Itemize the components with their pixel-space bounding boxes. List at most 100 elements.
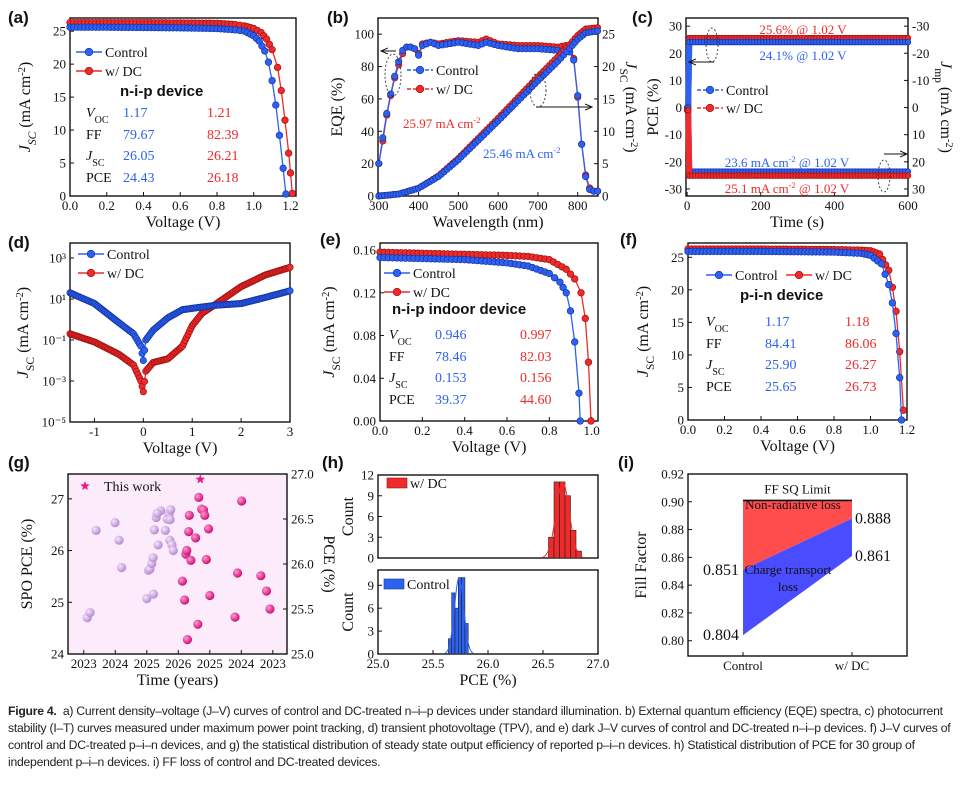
legend-dc-label: w/ DC <box>105 65 142 80</box>
y-axis-label: JSC (mA cm-2) <box>17 62 40 153</box>
table-row-label-part: OC <box>398 337 412 348</box>
data-point <box>275 131 284 139</box>
y-tick-label: 80 <box>361 59 374 74</box>
y-tick-label: 3 <box>368 624 375 639</box>
table-control-value: 78.46 <box>435 350 467 365</box>
legend-control-label: Control <box>107 248 150 263</box>
y-tick-label: 9 <box>368 578 375 593</box>
data-point <box>892 329 900 338</box>
data-point <box>395 58 403 66</box>
x-tick-label: 800 <box>568 198 588 213</box>
x-tick-label: 2023 <box>71 656 97 671</box>
legend-control-label: Control <box>105 46 148 61</box>
y-tick-label: 0 <box>368 189 375 204</box>
gaussian-fit-line <box>541 481 584 558</box>
y-tick-label: 0.80 <box>661 633 684 648</box>
gaussian-fit-line <box>444 576 474 654</box>
table-control-value: 25.65 <box>765 380 797 395</box>
data-point <box>575 389 583 397</box>
table-row-label-part: J <box>389 371 396 386</box>
legend-dc-marker <box>415 84 425 94</box>
y2-tick-label: 25.5 <box>291 602 314 617</box>
y-tick-label: 30 <box>669 19 682 34</box>
figure-caption: Figure 4. a) Current density–voltage (J–… <box>8 703 960 771</box>
x-tick-label: 2024 <box>102 656 129 671</box>
x-tick-label: 200 <box>751 198 771 213</box>
x-tick-label: 0.8 <box>209 198 225 213</box>
legend-star-icon <box>80 481 90 490</box>
data-point <box>139 388 147 396</box>
data-point <box>904 172 912 179</box>
charge-transport-loss-region <box>743 518 852 636</box>
y-tick-label: 25 <box>671 250 684 265</box>
panel-label-b: (b) <box>327 8 349 27</box>
y-tick-label: 25 <box>53 24 66 39</box>
y-axis-label: JSC (mA cm-2) <box>635 286 658 377</box>
data-point <box>875 250 884 258</box>
y2-tick-label: 26.5 <box>291 512 314 527</box>
y2-axis-label-part: PCE (%) <box>320 535 337 592</box>
data-point <box>571 275 579 283</box>
y-tick-label: 10⁻¹ <box>42 333 66 348</box>
x-tick-label: 1.0 <box>246 198 262 213</box>
x-tick-label: 400 <box>825 198 845 213</box>
y-axis-label: SPO PCE (%) <box>19 519 36 610</box>
table-row-label-part: SC <box>395 380 408 391</box>
y-axis-label-part: SC <box>27 131 39 145</box>
legend-swatch <box>386 477 408 489</box>
caption-text: a) Current density–voltage (J–V) curves … <box>8 704 951 769</box>
charge-transport-label: Charge transport <box>745 562 832 577</box>
spo-point <box>166 505 176 515</box>
y-axis-label-part: EQE (%) <box>329 77 346 136</box>
x-tick-label: 25.0 <box>367 656 390 671</box>
y-tick-label: 0.04 <box>353 371 376 386</box>
x-axis-label: Voltage (V) <box>143 440 218 457</box>
panel-g: 2023 2024 2025 2026 2025 2024 2023 24 25 26 27 25.0… <box>19 467 337 690</box>
pce-point <box>201 554 211 565</box>
y-tick-label: 6 <box>368 601 375 616</box>
panel-label-f: (f) <box>620 230 637 249</box>
y-tick-label: -30 <box>665 181 682 196</box>
y2-tick-label: 25.0 <box>291 647 314 662</box>
charge-transport-label-2: loss <box>778 579 798 594</box>
y-tick-label: 24 <box>51 647 65 662</box>
data-point <box>383 109 391 118</box>
data-point <box>273 63 282 72</box>
panel-e: 0.0 0.2 0.4 0.6 0.8 1.0 0.00 0.04 0.08 0.12 0.16 Co… <box>321 242 600 456</box>
table-row-label: VOC <box>389 328 412 348</box>
data-point <box>141 346 149 354</box>
this-work-star-icon <box>195 474 206 484</box>
y-axis-label-part: Count <box>340 496 357 536</box>
inset-title: n-i-p device <box>120 83 203 100</box>
dc-jsc-annotation: 25.97 mA cm-2 <box>403 115 480 131</box>
data-point <box>286 287 294 295</box>
y-axis-label-part: -2 <box>635 291 646 300</box>
x-tick-label: 1.2 <box>282 198 298 213</box>
data-point <box>881 270 889 278</box>
data-point <box>566 270 575 278</box>
y-tick-label: 0.12 <box>353 285 376 300</box>
y-axis-label-part: -2 <box>321 292 332 301</box>
series-control <box>683 38 912 111</box>
y2-axis-label-part: mp <box>932 68 944 83</box>
panel-i: Control w/ DC 0.80 0.82 0.84 0.86 0.88 0.90 0.92… <box>633 467 908 673</box>
y2-tick-label: -10 <box>912 73 929 88</box>
data-point <box>139 356 147 365</box>
x-tick-label: 0.4 <box>135 198 152 213</box>
y-tick-label: 15 <box>671 315 684 330</box>
control-jmp-annotation-part: 23.6 mA cm <box>725 155 789 170</box>
y-tick-label: 100 <box>355 27 375 42</box>
data-point <box>888 299 897 307</box>
legend-label: w/ DC <box>410 477 447 492</box>
x-axis-label: Voltage (V) <box>760 438 835 455</box>
table-row-label-part: V <box>389 328 399 343</box>
data-point <box>904 38 912 46</box>
data-point <box>566 307 575 315</box>
y2-tick-label: 25 <box>602 27 615 42</box>
data-point <box>578 140 586 148</box>
y-tick-label: 0.84 <box>661 578 684 593</box>
data-point <box>387 90 395 98</box>
x-tick-label: 0.0 <box>62 198 78 213</box>
inset-title: p-i-n device <box>740 287 823 304</box>
legend-dc-label: w/ DC <box>815 269 852 284</box>
